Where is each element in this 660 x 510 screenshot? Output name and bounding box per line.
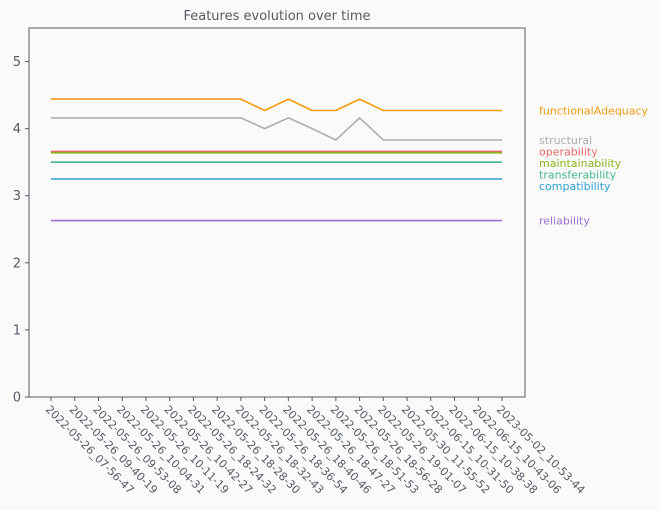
- y-tick-label: 2: [13, 256, 21, 271]
- series-line-structural: [51, 117, 502, 141]
- legend-label-structural: structural: [539, 134, 592, 147]
- y-tick-label: 3: [13, 189, 21, 204]
- legend-label-operability: operability: [539, 146, 598, 159]
- y-axis: 0 1 2 3 4 5: [13, 55, 29, 406]
- y-tick-label: 1: [13, 323, 21, 338]
- series-lines: [51, 98, 502, 222]
- y-tick-label: 4: [13, 122, 21, 137]
- plot-area: [28, 27, 526, 398]
- legend-label-transferability: transferability: [539, 169, 617, 182]
- y-tick-label: 0: [13, 391, 21, 406]
- series-line-functionalAdequacy: [51, 98, 502, 112]
- y-tick-label: 5: [13, 55, 21, 70]
- x-axis: 2022-05-26_07-56-472022-05-26_09-40-1920…: [43, 397, 587, 497]
- legend-label-maintainability: maintainability: [539, 157, 622, 170]
- legend-label-compatibility: compatibility: [539, 180, 611, 193]
- chart-title: Features evolution over time: [183, 9, 370, 24]
- legend-label-functionalAdequacy: functionalAdequacy: [539, 105, 649, 118]
- legend: functionalAdequacy structuraloperabilitym…: [539, 105, 649, 228]
- legend-label-reliability: reliability: [539, 215, 590, 228]
